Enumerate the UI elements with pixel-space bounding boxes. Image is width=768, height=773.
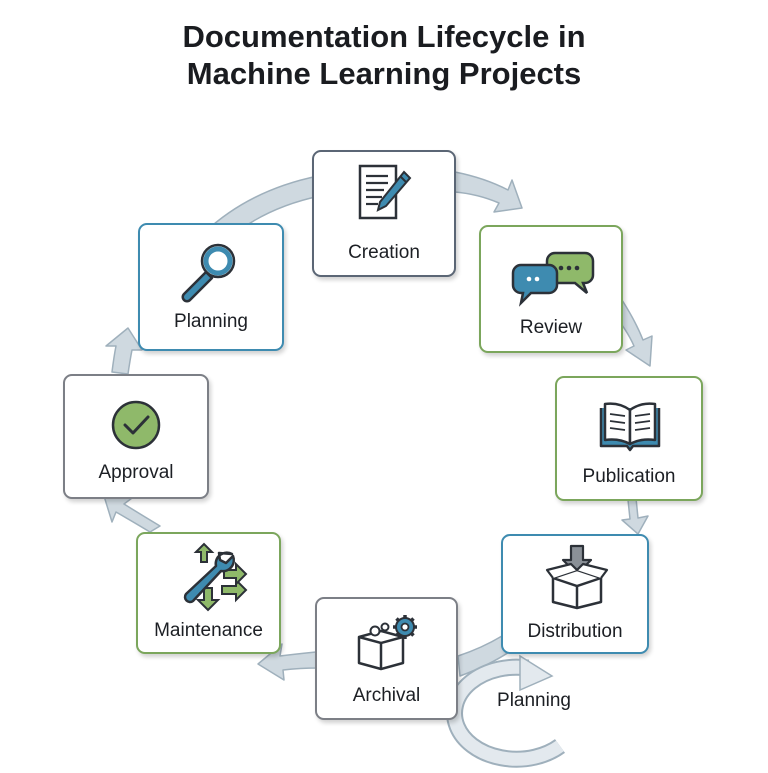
stage-label: Planning bbox=[174, 311, 248, 332]
arrow-creation-to-review bbox=[454, 171, 523, 213]
stage-planning[interactable]: Planning bbox=[138, 223, 284, 351]
arrow-publication-to-distribution bbox=[621, 497, 649, 535]
stage-label: Archival bbox=[352, 685, 421, 706]
loop-label: Planning bbox=[497, 690, 571, 711]
cycle-arrow-icon bbox=[446, 654, 565, 768]
stage-label: Creation bbox=[348, 242, 420, 263]
arrow-distribution-to-archival bbox=[457, 635, 513, 677]
title-line-2: Machine Learning Projects bbox=[186, 56, 582, 91]
arrow-maintenance-to-approval bbox=[103, 495, 161, 533]
stage-distribution[interactable]: Distribution bbox=[501, 534, 649, 654]
document-pen-icon bbox=[358, 164, 412, 220]
stage-label: Distribution bbox=[527, 621, 623, 642]
stage-label: Approval bbox=[98, 462, 174, 483]
diagram-title: Documentation Lifecycle in Machine Learn… bbox=[0, 18, 768, 92]
magnifier-icon bbox=[181, 243, 236, 303]
stage-maintenance[interactable]: Maintenance bbox=[136, 532, 281, 654]
stage-publication[interactable]: Publication bbox=[555, 376, 703, 501]
stage-review[interactable]: Review bbox=[479, 225, 623, 353]
arrow-approval-to-planning bbox=[105, 327, 143, 375]
stage-label: Maintenance bbox=[154, 620, 263, 641]
chat-bubbles-icon bbox=[511, 251, 595, 307]
box-download-icon bbox=[545, 544, 609, 610]
stage-label: Review bbox=[519, 317, 583, 338]
stage-creation[interactable]: Creation bbox=[312, 150, 456, 277]
archive-box-gear-icon bbox=[357, 615, 417, 671]
wrench-arrows-icon bbox=[183, 542, 248, 612]
stage-approval[interactable]: Approval bbox=[63, 374, 209, 499]
stage-label: Publication bbox=[582, 466, 676, 487]
title-line-1: Documentation Lifecycle in bbox=[182, 19, 586, 54]
stage-archival[interactable]: Archival bbox=[315, 597, 458, 720]
checkmark-circle-icon bbox=[111, 400, 161, 450]
open-book-icon bbox=[599, 402, 661, 452]
